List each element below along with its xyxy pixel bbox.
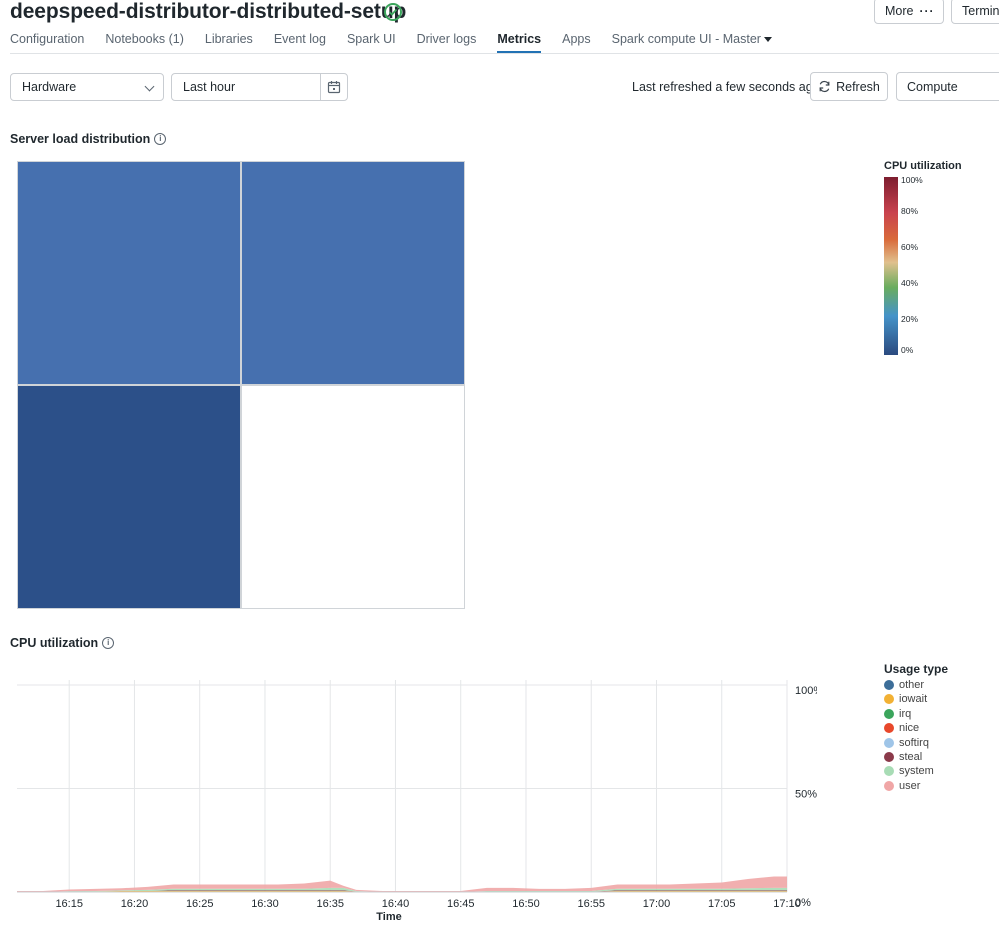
legend-swatch (884, 737, 894, 748)
usage-type-legend-title: Usage type (884, 662, 949, 676)
legend-label: system (899, 765, 934, 778)
legend-swatch (884, 780, 894, 791)
x-tick-label: 16:50 (512, 898, 540, 910)
compute-select[interactable]: Compute (896, 72, 999, 101)
legend-swatch (884, 723, 894, 734)
scale-tick-40: 40% (901, 278, 919, 288)
area-series-steal (17, 890, 787, 892)
tab-metrics[interactable]: Metrics (497, 32, 542, 53)
info-icon[interactable]: i (154, 133, 167, 145)
server-load-heatmap (17, 161, 466, 610)
legend-item-irq[interactable]: irq (884, 708, 911, 720)
tab-spark-compute-ui[interactable]: Spark compute UI - Master (612, 32, 772, 53)
tab-spark-compute-ui-label: Spark compute UI - Master (611, 32, 761, 46)
more-button-label: More (885, 4, 914, 18)
scale-tick-60: 60% (901, 242, 919, 252)
legend-item-iowait[interactable]: iowait (884, 693, 927, 705)
x-tick-label: 16:15 (55, 898, 83, 910)
server-load-cell[interactable] (17, 161, 241, 385)
x-tick-label: 17:10 (773, 898, 801, 910)
legend-item-softirq[interactable]: softirq (884, 737, 929, 749)
legend-label: steal (899, 751, 923, 763)
caret-down-icon (763, 37, 772, 43)
legend-item-user[interactable]: user (884, 780, 920, 792)
scale-tick-80: 80% (901, 206, 919, 216)
page-title: deepspeed-distributor-distributed-setup (10, 0, 407, 23)
legend-swatch (884, 766, 894, 777)
x-tick-label: 16:35 (316, 898, 344, 910)
legend-item-nice[interactable]: nice (884, 722, 919, 734)
legend-label: softirq (899, 736, 929, 749)
tab-divider (10, 53, 999, 54)
tab-event-log[interactable]: Event log (273, 32, 326, 46)
x-tick-label: 16:40 (382, 898, 410, 910)
x-tick-label: 17:00 (643, 898, 671, 910)
tab-configuration[interactable]: Configuration (10, 32, 85, 46)
legend-label: nice (899, 722, 920, 735)
cpu-utilization-legend-title: CPU utilization (884, 160, 962, 172)
server-load-cell[interactable] (17, 385, 241, 609)
legend-swatch (884, 694, 894, 705)
terminate-button-label: Termin (962, 4, 999, 18)
server-load-title: Server load distribution i (10, 132, 167, 146)
more-button[interactable]: More ··· (874, 0, 944, 24)
ellipsis-icon: ··· (919, 4, 935, 18)
metric-type-value: Hardware (22, 80, 77, 94)
legend-item-steal[interactable]: steal (884, 751, 922, 763)
tab-spark-ui[interactable]: Spark UI (346, 32, 396, 46)
legend-swatch (884, 752, 894, 762)
terminate-button[interactable]: Termin (951, 0, 999, 24)
running-status-icon (384, 3, 402, 21)
cpu-utilization-title: CPU utilization i (10, 636, 115, 650)
legend-swatch (884, 708, 894, 719)
cpu-utilization-chart: 16:15 16:20 16:25 16:30 16:35 16:40 16:45 16:50… (17, 680, 817, 920)
area-series-system (17, 887, 787, 892)
scale-tick-0: 0% (901, 345, 914, 355)
refresh-icon (819, 80, 830, 93)
calendar-icon[interactable] (320, 74, 347, 100)
y-tick-label: 50% (795, 789, 817, 801)
x-tick-label: 16:30 (251, 898, 279, 910)
refresh-button[interactable]: Refresh (810, 72, 888, 101)
legend-item-other[interactable]: other (884, 679, 924, 691)
scale-tick-100: 100% (901, 175, 923, 185)
x-tick-label: 17:05 (708, 898, 736, 910)
cpu-utilization-title-text: CPU utilization (10, 636, 99, 650)
time-range-value: Last hour (183, 80, 236, 94)
x-tick-label: 16:20 (121, 898, 149, 910)
tab-notebooks[interactable]: Notebooks (1) (105, 32, 184, 46)
server-load-title-text: Server load distribution (10, 132, 151, 146)
legend-label: irq (899, 707, 912, 720)
x-tick-label: 16:45 (447, 898, 475, 910)
y-tick-label: 100% (795, 685, 817, 697)
tab-driver-logs[interactable]: Driver logs (416, 32, 477, 46)
tab-libraries[interactable]: Libraries (204, 32, 253, 46)
metric-type-select[interactable]: Hardware (10, 73, 164, 101)
area-series-user (17, 876, 787, 892)
tab-apps[interactable]: Apps (562, 32, 591, 46)
legend-item-system[interactable]: system (884, 765, 934, 777)
server-load-cell[interactable] (241, 161, 465, 385)
compute-select-value: Compute (907, 79, 958, 94)
server-load-cell[interactable] (241, 385, 465, 609)
refresh-button-label: Refresh (836, 79, 880, 94)
legend-label: other (899, 679, 925, 691)
time-range-picker[interactable]: Last hour (171, 73, 348, 101)
cpu-utilization-color-scale (884, 177, 898, 355)
info-icon[interactable]: i (102, 637, 115, 649)
legend-label: user (899, 779, 921, 792)
y-tick-label: 0% (795, 897, 811, 909)
tab-bar: Configuration Notebooks (1) Libraries Ev… (10, 32, 793, 53)
legend-label: iowait (899, 693, 928, 706)
last-refreshed-text: Last refreshed a few seconds ago (632, 80, 820, 94)
legend-swatch (884, 680, 894, 690)
scale-tick-20: 20% (901, 314, 919, 324)
x-axis-title: Time (376, 911, 401, 920)
x-tick-label: 16:25 (186, 898, 214, 910)
x-tick-label: 16:55 (577, 898, 605, 910)
chevron-down-icon (144, 81, 155, 92)
